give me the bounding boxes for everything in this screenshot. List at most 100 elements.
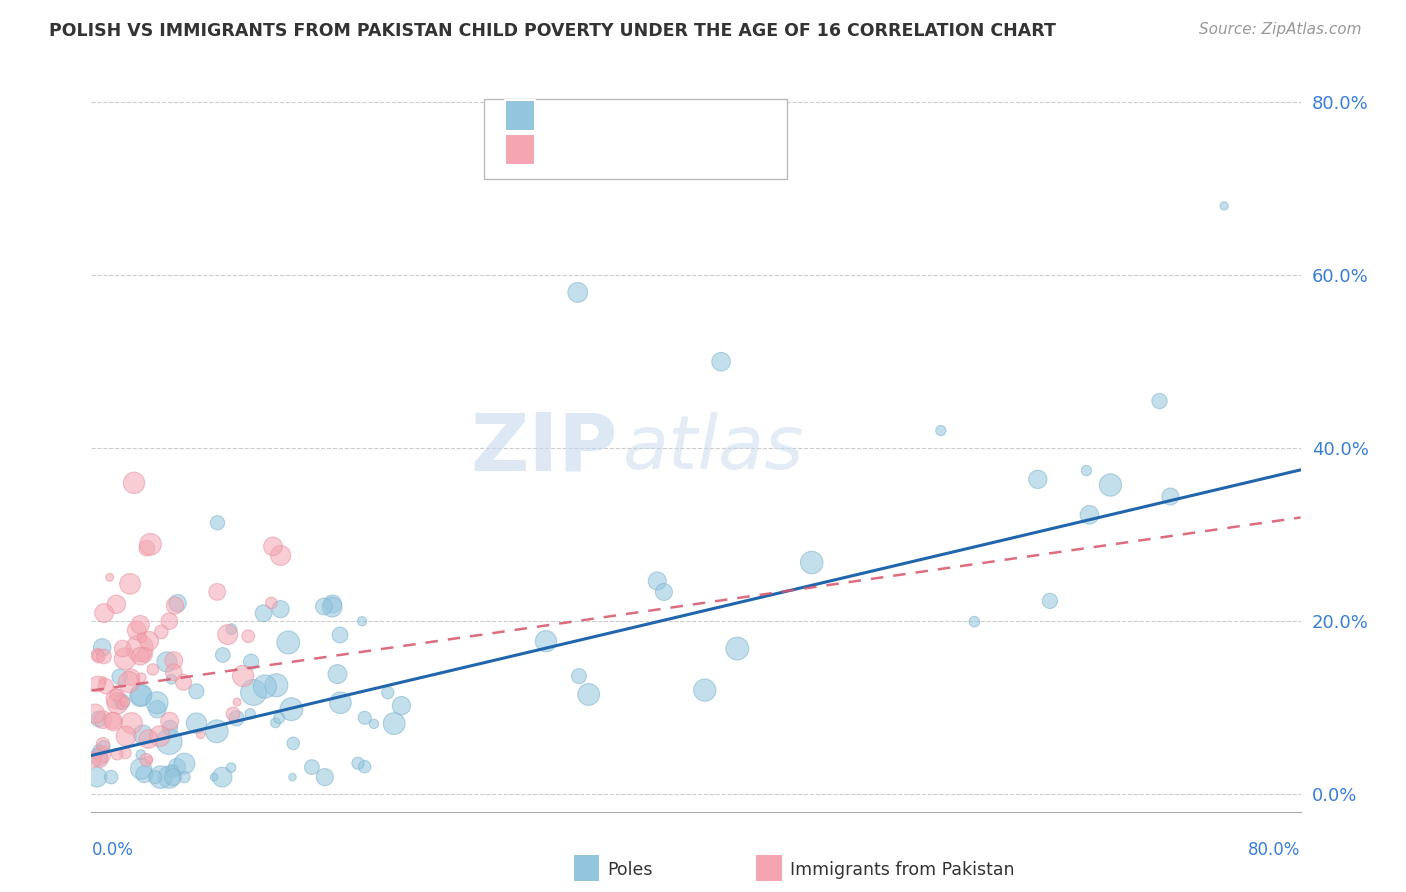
Point bbox=[129, 649, 152, 664]
Point bbox=[105, 688, 128, 702]
Point bbox=[326, 667, 349, 681]
Point bbox=[1076, 464, 1098, 478]
Point bbox=[578, 688, 600, 702]
Point bbox=[91, 713, 114, 727]
Point bbox=[107, 697, 129, 711]
Point bbox=[129, 762, 152, 776]
Point bbox=[262, 539, 284, 553]
Point bbox=[1078, 508, 1101, 522]
Point bbox=[260, 596, 283, 610]
Point bbox=[163, 665, 186, 680]
Point bbox=[93, 606, 115, 620]
Point bbox=[314, 770, 336, 784]
Text: POLISH VS IMMIGRANTS FROM PAKISTAN CHILD POVERTY UNDER THE AGE OF 16 CORRELATION: POLISH VS IMMIGRANTS FROM PAKISTAN CHILD… bbox=[49, 22, 1056, 40]
Point bbox=[138, 753, 160, 767]
Point bbox=[84, 706, 107, 721]
Point bbox=[353, 759, 375, 773]
Point bbox=[329, 628, 352, 642]
Point bbox=[1159, 490, 1181, 504]
Point bbox=[149, 770, 172, 784]
Point bbox=[93, 649, 115, 664]
Point bbox=[149, 729, 172, 743]
Point bbox=[173, 675, 195, 690]
Point bbox=[101, 714, 124, 728]
Point bbox=[166, 760, 188, 774]
Point bbox=[89, 753, 111, 767]
Point bbox=[211, 770, 233, 784]
Point bbox=[134, 767, 156, 781]
Point bbox=[105, 747, 128, 761]
Point bbox=[91, 673, 114, 688]
Point bbox=[173, 756, 195, 771]
Point bbox=[131, 631, 153, 645]
FancyBboxPatch shape bbox=[505, 134, 536, 165]
Point bbox=[105, 597, 128, 611]
Point bbox=[239, 706, 262, 721]
Text: 80.0%: 80.0% bbox=[1249, 841, 1301, 859]
Point bbox=[129, 747, 152, 762]
Text: Immigrants from Pakistan: Immigrants from Pakistan bbox=[790, 861, 1015, 879]
Point bbox=[156, 655, 179, 669]
Point bbox=[121, 716, 143, 731]
Point bbox=[163, 599, 186, 613]
Point bbox=[253, 680, 276, 694]
Point bbox=[108, 670, 131, 684]
Point bbox=[226, 695, 249, 709]
Point bbox=[143, 770, 166, 784]
Point bbox=[98, 570, 121, 584]
Point bbox=[693, 683, 716, 698]
Point bbox=[129, 671, 152, 685]
Point bbox=[115, 729, 138, 743]
Point bbox=[162, 764, 184, 778]
Point bbox=[131, 688, 153, 702]
Text: Poles: Poles bbox=[607, 861, 652, 879]
Point bbox=[534, 634, 557, 648]
Text: Source: ZipAtlas.com: Source: ZipAtlas.com bbox=[1198, 22, 1361, 37]
Point bbox=[104, 691, 127, 706]
Point bbox=[87, 744, 110, 758]
Point bbox=[389, 698, 412, 713]
Point bbox=[800, 556, 823, 570]
Point bbox=[86, 770, 108, 784]
Point bbox=[363, 717, 385, 731]
Point bbox=[652, 585, 675, 599]
Point bbox=[264, 715, 287, 730]
FancyBboxPatch shape bbox=[505, 100, 536, 130]
Point bbox=[114, 746, 136, 760]
Text: 0.0%: 0.0% bbox=[91, 841, 134, 859]
Point bbox=[329, 696, 352, 710]
Point bbox=[211, 648, 233, 662]
Point bbox=[269, 711, 291, 725]
Point bbox=[110, 698, 132, 713]
Point bbox=[312, 599, 335, 614]
Point bbox=[929, 424, 952, 438]
Point bbox=[134, 648, 156, 662]
Point bbox=[277, 635, 299, 649]
Point bbox=[301, 760, 323, 774]
Text: ZIP: ZIP bbox=[470, 409, 617, 487]
Point bbox=[100, 770, 122, 784]
Point bbox=[353, 711, 375, 725]
Point bbox=[280, 702, 302, 716]
Point bbox=[205, 724, 228, 739]
Point bbox=[352, 614, 374, 628]
Point bbox=[225, 711, 247, 725]
Point bbox=[173, 770, 195, 784]
Point bbox=[142, 662, 165, 676]
Point bbox=[232, 669, 254, 683]
Point bbox=[568, 669, 591, 683]
Point bbox=[238, 629, 260, 643]
Point bbox=[202, 770, 225, 784]
Point bbox=[963, 615, 986, 629]
Point bbox=[382, 716, 405, 731]
Point bbox=[159, 714, 181, 729]
Point bbox=[207, 516, 229, 530]
Point bbox=[136, 731, 159, 746]
Point bbox=[645, 574, 668, 588]
Point bbox=[270, 549, 292, 563]
Point bbox=[122, 475, 145, 490]
Point bbox=[283, 736, 305, 750]
Point bbox=[157, 770, 180, 784]
Point bbox=[157, 614, 180, 628]
Point bbox=[132, 728, 155, 742]
